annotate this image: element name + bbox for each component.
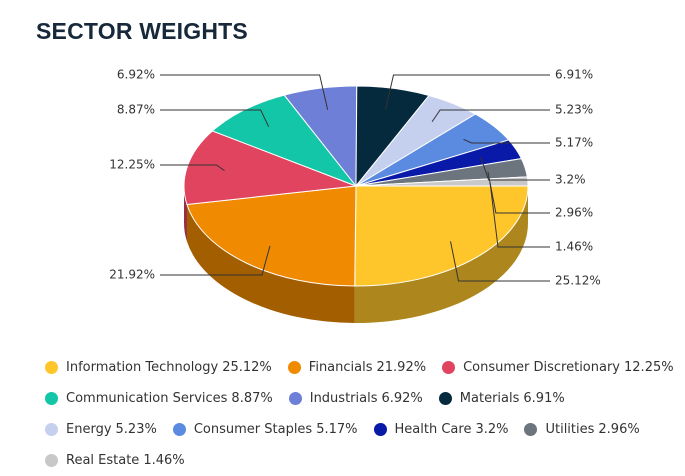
legend-value: 1.46% xyxy=(143,452,185,468)
legend-label: Consumer Staples xyxy=(193,421,313,437)
pie-labels: 25.12% 21.92% 12.25% 8.87% 6.92% 6.91% 5.23% 5.… xyxy=(109,68,601,288)
legend-value: 3.2% xyxy=(475,421,509,437)
legend-item: Information Technology 25.12% xyxy=(45,356,272,378)
leader-line xyxy=(480,157,550,181)
legend-item: Industrials 6.92% xyxy=(288,387,423,409)
legend-marker xyxy=(45,453,58,467)
legend-marker xyxy=(438,391,452,405)
legend-item: Consumer Discretionary 12.25% xyxy=(442,356,674,378)
legend-item: Real Estate 1.46% xyxy=(45,449,185,471)
leader-line xyxy=(160,74,329,110)
legend-item: Health Care 3.2% xyxy=(373,418,509,440)
leader-line xyxy=(463,138,550,144)
legend-marker xyxy=(172,422,186,436)
data-label: 8.87% xyxy=(117,103,155,117)
data-label: 3.2% xyxy=(555,173,586,187)
legend-marker xyxy=(45,360,58,374)
legend-label: Information Technology xyxy=(66,359,219,375)
pie-slice xyxy=(183,130,357,206)
legend-value: 21.92% xyxy=(376,359,427,375)
legend-label: Real Estate xyxy=(66,452,140,468)
pie-tops xyxy=(183,85,529,287)
pie-slice xyxy=(355,176,529,187)
data-label: 1.46% xyxy=(555,240,593,254)
pie-slice-side xyxy=(354,186,528,323)
data-label: 5.17% xyxy=(555,136,593,150)
pie-chart: 25.12% 21.92% 12.25% 8.87% 6.92% 6.91% 5.23% 5.… xyxy=(109,68,601,323)
leader-line xyxy=(450,241,550,282)
legend-marker xyxy=(45,391,58,405)
legend-label: Consumer Discretionary xyxy=(463,359,621,375)
pie-sides xyxy=(184,186,528,323)
legend-item: Utilities 2.96% xyxy=(524,418,640,440)
leader-line xyxy=(160,109,270,128)
legend-label: Energy xyxy=(66,421,112,437)
chart-title: SECTOR WEIGHTS xyxy=(36,18,248,44)
leader-line xyxy=(160,245,271,276)
pie-slice xyxy=(186,185,357,287)
leader-line xyxy=(489,182,550,248)
data-label: 25.12% xyxy=(555,274,601,288)
pie-slice-side xyxy=(186,204,355,323)
legend-label: Industrials xyxy=(309,390,378,406)
pie-slice xyxy=(354,185,529,287)
legend-item: Consumer Staples 5.17% xyxy=(172,418,358,440)
legend-value: 2.96% xyxy=(598,421,640,437)
legend-item: Communication Services 8.87% xyxy=(45,387,273,409)
legend-item: Financials 21.92% xyxy=(287,356,427,378)
data-label: 21.92% xyxy=(109,268,155,282)
legend-value: 12.25% xyxy=(624,359,674,375)
data-label: 5.23% xyxy=(555,103,593,117)
legend-marker xyxy=(45,422,58,436)
legend-value: 5.23% xyxy=(115,421,157,437)
leader-line xyxy=(385,74,550,111)
legend-label: Health Care xyxy=(394,421,472,437)
legend-marker xyxy=(287,360,301,374)
legend-value: 8.87% xyxy=(231,390,273,406)
data-label: 2.96% xyxy=(555,206,593,220)
legend-label: Materials xyxy=(459,390,520,406)
legend-marker xyxy=(373,422,387,436)
legend-item: Materials 6.91% xyxy=(438,387,565,409)
legend-marker xyxy=(442,360,456,374)
legend-item: Energy 5.23% xyxy=(45,418,157,440)
data-label: 12.25% xyxy=(109,158,155,172)
legend-label: Financials xyxy=(308,359,373,375)
legend-label: Communication Services xyxy=(66,390,228,406)
leader-line xyxy=(160,164,225,172)
legend-label: Utilities xyxy=(545,421,595,437)
leader-line xyxy=(431,109,550,123)
legend-value: 6.92% xyxy=(381,390,423,406)
pie-slice-side xyxy=(184,186,187,242)
legend: Information Technology 25.12% Financials 21… xyxy=(45,356,675,471)
legend-value: 6.91% xyxy=(523,390,565,406)
legend-value: 5.17% xyxy=(316,421,358,437)
legend-value: 25.12% xyxy=(222,359,272,375)
data-label: 6.91% xyxy=(555,68,593,82)
legend-marker xyxy=(288,391,302,405)
data-label: 6.92% xyxy=(117,68,155,82)
legend-marker xyxy=(524,422,538,436)
